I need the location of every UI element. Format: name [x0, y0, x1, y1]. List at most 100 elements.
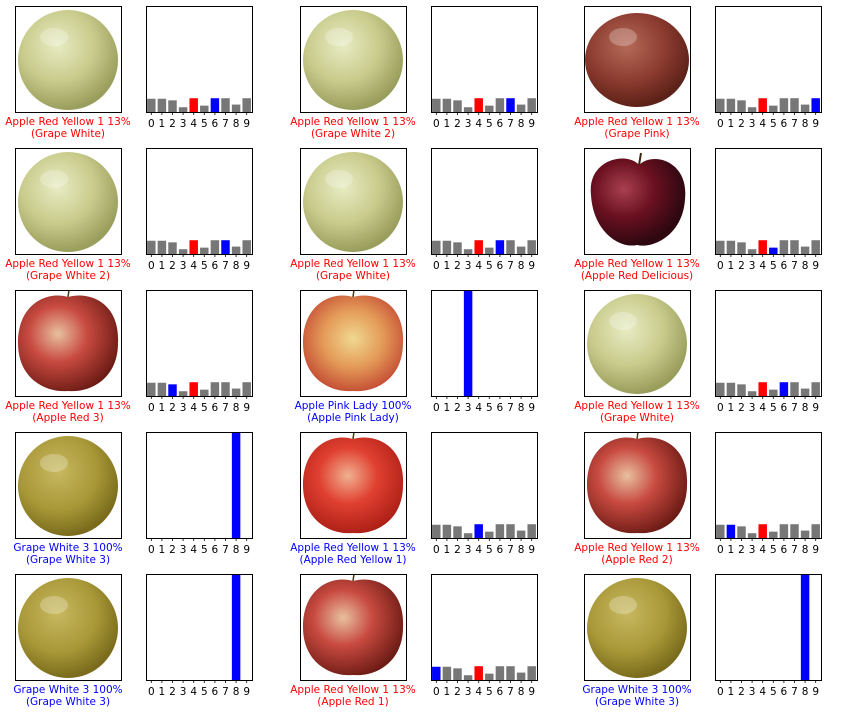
x-tick-label: 4: [759, 260, 766, 272]
prediction-caption: Apple Red Yellow 1 13%: [5, 258, 131, 270]
probability-bar: [758, 98, 767, 112]
x-tick-label: 5: [486, 402, 493, 414]
probability-bar: [516, 672, 526, 680]
bar-axes-background: [146, 6, 252, 112]
probability-bar: [506, 666, 515, 680]
probability-bar: [147, 98, 156, 112]
probability-bar: [463, 533, 473, 538]
x-tick-label: 8: [233, 544, 240, 556]
image-frame: [300, 6, 407, 113]
probability-bar: [779, 382, 789, 396]
stem-shape: [67, 289, 70, 298]
probability-bar: [463, 290, 473, 396]
probability-bar: [453, 100, 462, 112]
probability-bar: [442, 98, 452, 112]
x-tick-label: 0: [717, 118, 724, 130]
x-tick-label: 2: [454, 402, 461, 414]
x-tick-label: 6: [781, 686, 788, 698]
true-label-caption: (Grape Pink): [604, 128, 669, 140]
true-label-caption: (Apple Red 1): [317, 696, 388, 708]
x-tick-label: 3: [180, 118, 187, 130]
fruit-image-panel: Apple Red Yellow 1 13%(Apple Red 1): [290, 573, 416, 708]
x-tick-label: 6: [212, 402, 219, 414]
fruit-image-panel: Apple Red Yellow 1 13%(Apple Red 2): [574, 431, 700, 566]
x-tick-label: 8: [802, 118, 809, 130]
bar-axes-background: [431, 148, 537, 254]
stem-shape: [638, 152, 642, 166]
x-tick-label: 4: [475, 544, 482, 556]
x-tick-label: 8: [518, 402, 525, 414]
prediction-caption: Grape White 3 100%: [13, 542, 122, 554]
probability-bar: [189, 240, 198, 254]
x-tick-label: 5: [770, 544, 777, 556]
x-tick-label: 0: [433, 260, 440, 272]
x-tick-label: 0: [433, 544, 440, 556]
x-tick-label: 4: [475, 402, 482, 414]
true-label-caption: (Grape White 3): [595, 696, 679, 708]
probability-bar: [453, 668, 462, 680]
probability-bar: [495, 666, 505, 680]
prediction-caption: Apple Red Yellow 1 13%: [290, 542, 416, 554]
x-tick-label: 8: [802, 402, 809, 414]
highlight-shape: [40, 454, 68, 472]
stem-shape: [352, 431, 355, 440]
x-tick-label: 7: [507, 544, 514, 556]
x-tick-label: 9: [528, 260, 535, 272]
x-tick-label: 7: [507, 260, 514, 272]
x-tick-label: 9: [528, 686, 535, 698]
probability-bar: [800, 388, 810, 396]
probability-bar: [527, 240, 536, 254]
x-tick-label: 3: [749, 402, 756, 414]
bar-axes-frame: [146, 574, 253, 681]
highlight-shape: [40, 28, 68, 46]
bar-axes-frame: [146, 148, 253, 255]
fruit-image-panel: Apple Red Yellow 1 13%(Grape White 2): [5, 148, 131, 282]
x-tick-label: 5: [486, 260, 493, 272]
true-label-caption: (Apple Red 2): [601, 554, 672, 566]
probability-bar: [790, 382, 799, 396]
x-tick-label: 2: [169, 686, 176, 698]
probability-bar: [453, 526, 462, 538]
red-apple-shape: [303, 579, 404, 676]
green-grape-shape: [303, 10, 403, 110]
probability-bar: [474, 524, 483, 538]
prediction-caption: Grape White 3 100%: [13, 684, 122, 696]
prediction-caption: Apple Red Yellow 1 13%: [290, 258, 416, 270]
x-tick-label: 0: [148, 260, 155, 272]
x-tick-label: 0: [148, 402, 155, 414]
x-tick-label: 6: [497, 118, 504, 130]
probability-bar: [516, 530, 526, 538]
x-tick-label: 6: [212, 260, 219, 272]
x-tick-label: 1: [444, 686, 451, 698]
x-tick-label: 9: [243, 402, 250, 414]
yellow-grape-shape: [18, 578, 118, 678]
x-tick-label: 8: [518, 544, 525, 556]
probability-bar: [200, 389, 209, 396]
x-tick-label: 5: [770, 260, 777, 272]
probability-bar: [242, 382, 251, 396]
probability-bar: [506, 240, 515, 254]
probability-bar: [168, 242, 177, 254]
x-tick-label: 5: [201, 544, 208, 556]
true-label-caption: (Apple Pink Lady): [307, 412, 399, 424]
true-label-caption: (Grape White 3): [26, 554, 110, 566]
image-frame: [300, 574, 407, 681]
image-frame: [15, 574, 122, 681]
prediction-caption: Apple Pink Lady 100%: [295, 400, 412, 412]
fruit-image-panel: Grape White 3 100%(Grape White 3): [582, 574, 692, 708]
x-tick-label: 1: [444, 260, 451, 272]
x-tick-label: 6: [497, 402, 504, 414]
x-tick-label: 6: [497, 260, 504, 272]
x-tick-label: 9: [243, 260, 250, 272]
x-tick-label: 4: [759, 686, 766, 698]
probability-bar: [811, 524, 820, 538]
probability-bar: [221, 382, 230, 396]
bar-axes-frame: [431, 574, 538, 681]
x-tick-label: 0: [433, 686, 440, 698]
x-tick-label: 7: [507, 686, 514, 698]
bar-axes-frame: [715, 290, 822, 397]
x-tick-label: 7: [222, 544, 229, 556]
